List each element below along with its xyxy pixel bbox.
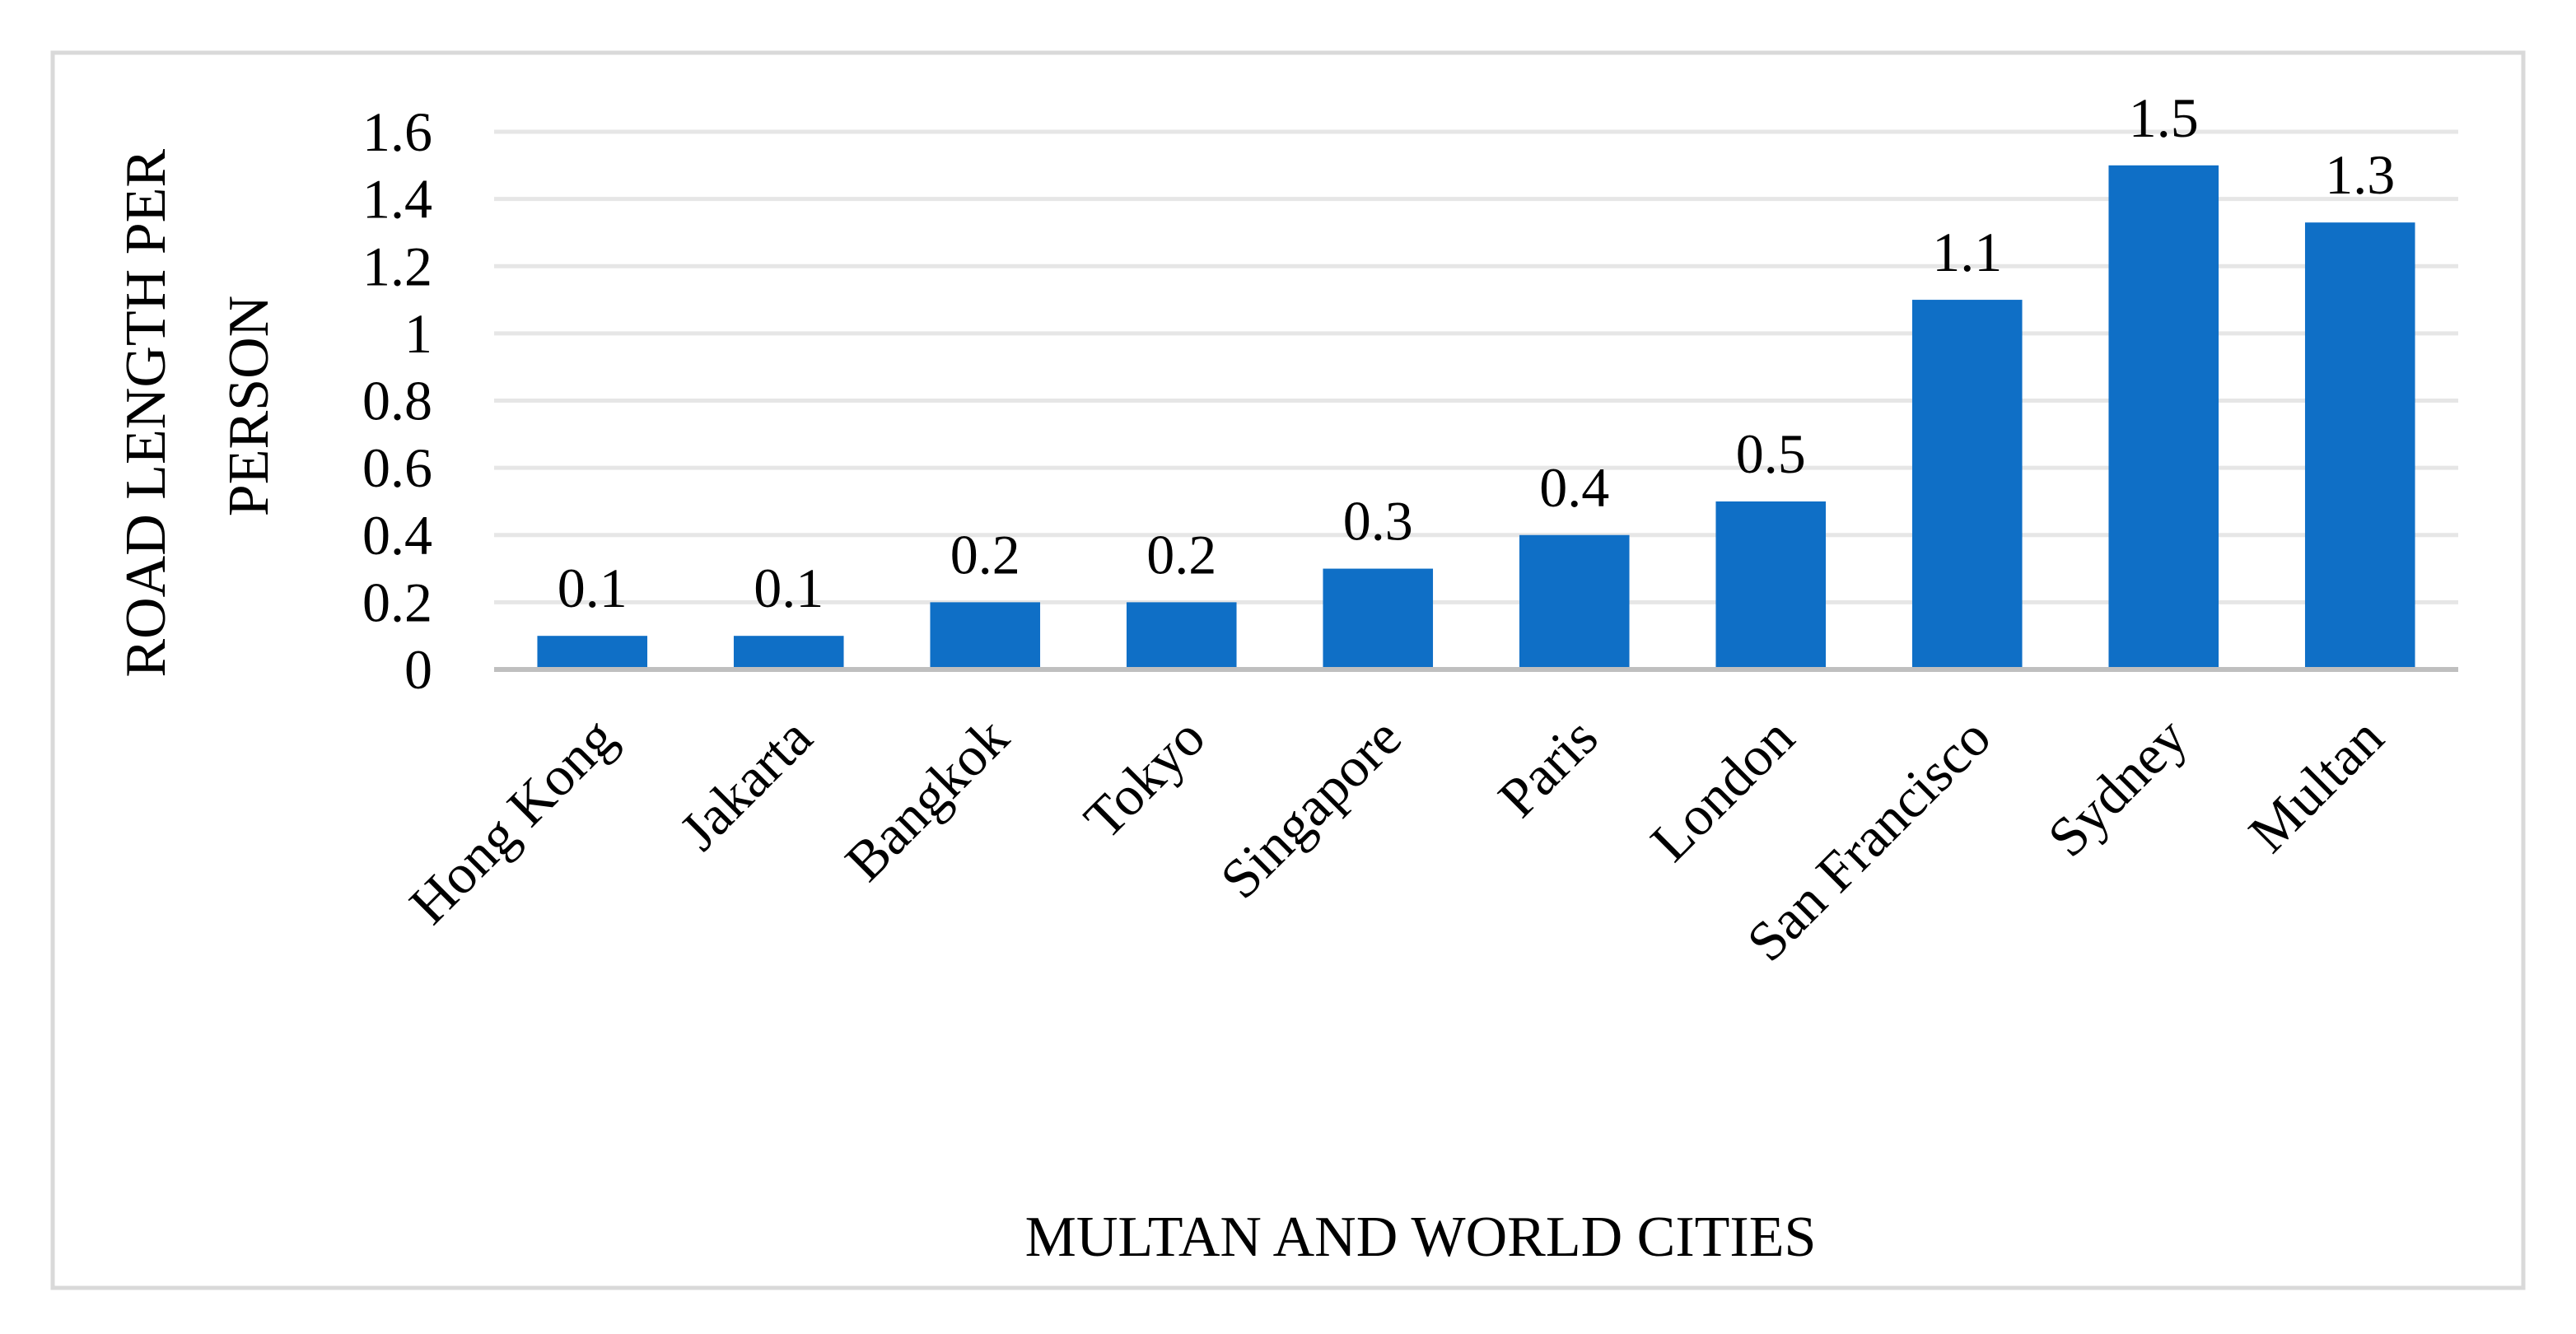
y-tick-label: 0 — [404, 638, 432, 701]
bar — [2108, 165, 2219, 669]
y-axis-title-line-1: ROAD LENGTH PER — [114, 149, 178, 678]
y-axis-title-line-2: PERSON — [217, 296, 281, 516]
data-label: 0.4 — [1539, 456, 1609, 519]
bar — [1715, 501, 1827, 669]
y-tick-label: 1 — [404, 302, 432, 365]
bar — [2304, 222, 2415, 670]
data-label: 0.2 — [1146, 523, 1216, 585]
bar — [537, 636, 648, 669]
bar — [733, 636, 844, 669]
bar — [1911, 300, 2023, 669]
data-label: 1.3 — [2325, 143, 2395, 206]
bars — [537, 165, 2415, 670]
data-label: 0.5 — [1736, 422, 1806, 485]
data-label: 1.5 — [2129, 86, 2199, 149]
y-axis-ticks: 00.20.40.60.811.21.41.6 — [362, 100, 432, 701]
data-label: 0.1 — [754, 557, 824, 619]
bar — [1519, 534, 1630, 669]
y-tick-label: 1.6 — [362, 100, 432, 163]
data-labels: 0.1 0.1 0.2 0.2 0.3 0.4 0.5 1.1 1.5 1.3 — [558, 86, 2396, 619]
y-tick-label: 0.4 — [362, 504, 432, 567]
data-label: 0.1 — [558, 557, 628, 619]
bar — [1126, 602, 1237, 669]
y-axis-title: ROAD LENGTH PER PERSON — [114, 134, 281, 677]
x-axis-title: MULTAN AND WORLD CITIES — [1025, 1206, 1817, 1269]
y-tick-label: 0.8 — [362, 370, 432, 432]
bar — [930, 602, 1041, 669]
y-tick-label: 0.6 — [362, 436, 432, 499]
y-tick-label: 1.4 — [362, 168, 432, 231]
data-label: 0.3 — [1343, 490, 1413, 553]
bar — [1323, 568, 1434, 669]
y-tick-label: 0.2 — [362, 571, 432, 633]
data-label: 1.1 — [1932, 221, 2002, 283]
data-label: 0.2 — [950, 523, 1020, 585]
y-tick-label: 1.2 — [362, 235, 432, 297]
